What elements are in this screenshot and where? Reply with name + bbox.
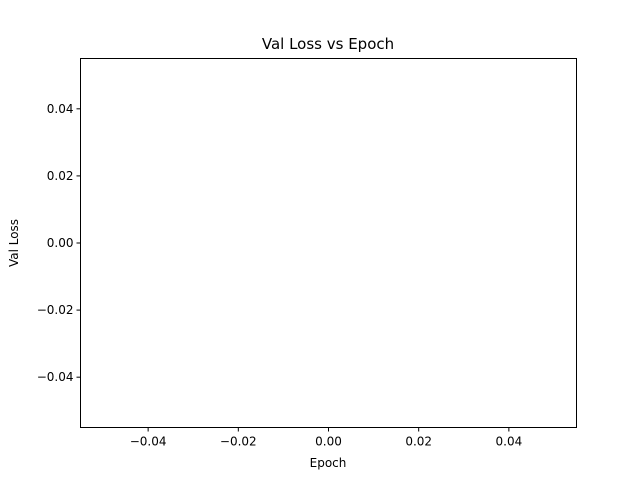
y-tick-label: 0.02 (47, 169, 74, 183)
x-tick-label: −0.04 (130, 435, 167, 449)
x-tick-label: 0.02 (405, 435, 432, 449)
y-axis-label: Val Loss (7, 219, 21, 267)
x-tick-label: 0.04 (496, 435, 523, 449)
x-tick-label: 0.00 (315, 435, 342, 449)
y-tick-label: −0.04 (37, 370, 74, 384)
y-tick-label: 0.00 (47, 236, 74, 250)
x-tick-label: −0.02 (220, 435, 257, 449)
y-axis: −0.04 −0.02 0.00 0.02 0.04 (37, 102, 81, 384)
y-tick-label: 0.04 (47, 102, 74, 116)
chart-title: Val Loss vs Epoch (262, 35, 394, 53)
x-axis-label: Epoch (310, 456, 347, 470)
x-axis: −0.04 −0.02 0.00 0.02 0.04 (130, 427, 523, 449)
y-tick-label: −0.02 (37, 303, 74, 317)
